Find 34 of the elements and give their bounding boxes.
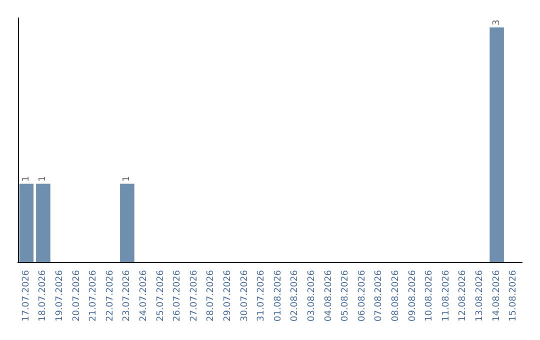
data-label: 1 <box>21 176 32 182</box>
x-tick-label: 04.08.2026 <box>324 270 334 322</box>
x-tick-label: 28.07.2026 <box>206 270 216 322</box>
x-tick-label: 11.08.2026 <box>441 270 452 322</box>
x-tick-label: 26.07.2026 <box>172 270 183 322</box>
x-tick-label: 10.08.2026 <box>424 270 435 322</box>
x-tick-label: 20.07.2026 <box>72 270 82 322</box>
x-tick-label: 06.08.2026 <box>357 270 368 322</box>
x-tick-label: 21.07.2026 <box>88 270 99 322</box>
x-tick-label: 31.07.2026 <box>256 270 267 322</box>
x-tick-label: 30.07.2026 <box>240 270 250 322</box>
x-tick-label: 29.07.2026 <box>223 270 233 322</box>
x-tick-label: 15.08.2026 <box>508 270 519 322</box>
x-tick-label: 05.08.2026 <box>340 270 351 322</box>
x-tick-label: 24.07.2026 <box>139 270 149 322</box>
data-label: 3 <box>492 20 502 26</box>
x-tick-label: 25.07.2026 <box>156 270 166 322</box>
x-tick-label: 14.08.2026 <box>492 270 502 322</box>
x-tick-label: 09.08.2026 <box>408 270 418 322</box>
x-tick-label: 07.08.2026 <box>374 270 384 322</box>
data-label: 1 <box>122 176 132 182</box>
x-tick-label: 01.08.2026 <box>273 270 284 322</box>
x-tick-label: 02.08.2026 <box>290 270 300 322</box>
data-label: 1 <box>38 176 48 182</box>
x-tick-label: 12.08.2026 <box>458 270 468 322</box>
x-tick-label: 08.08.2026 <box>391 270 401 322</box>
x-tick-label: 13.08.2026 <box>475 270 485 322</box>
x-tick-label: 19.07.2026 <box>55 270 65 322</box>
x-tick-label: 27.07.2026 <box>189 270 200 322</box>
x-tick-label: 18.07.2026 <box>38 270 48 322</box>
x-tick-label: 23.07.2026 <box>122 270 132 322</box>
x-tick-label: 03.08.2026 <box>307 270 317 322</box>
x-tick-label: 17.07.2026 <box>21 270 32 322</box>
x-tick-label: 22.07.2026 <box>105 270 116 322</box>
